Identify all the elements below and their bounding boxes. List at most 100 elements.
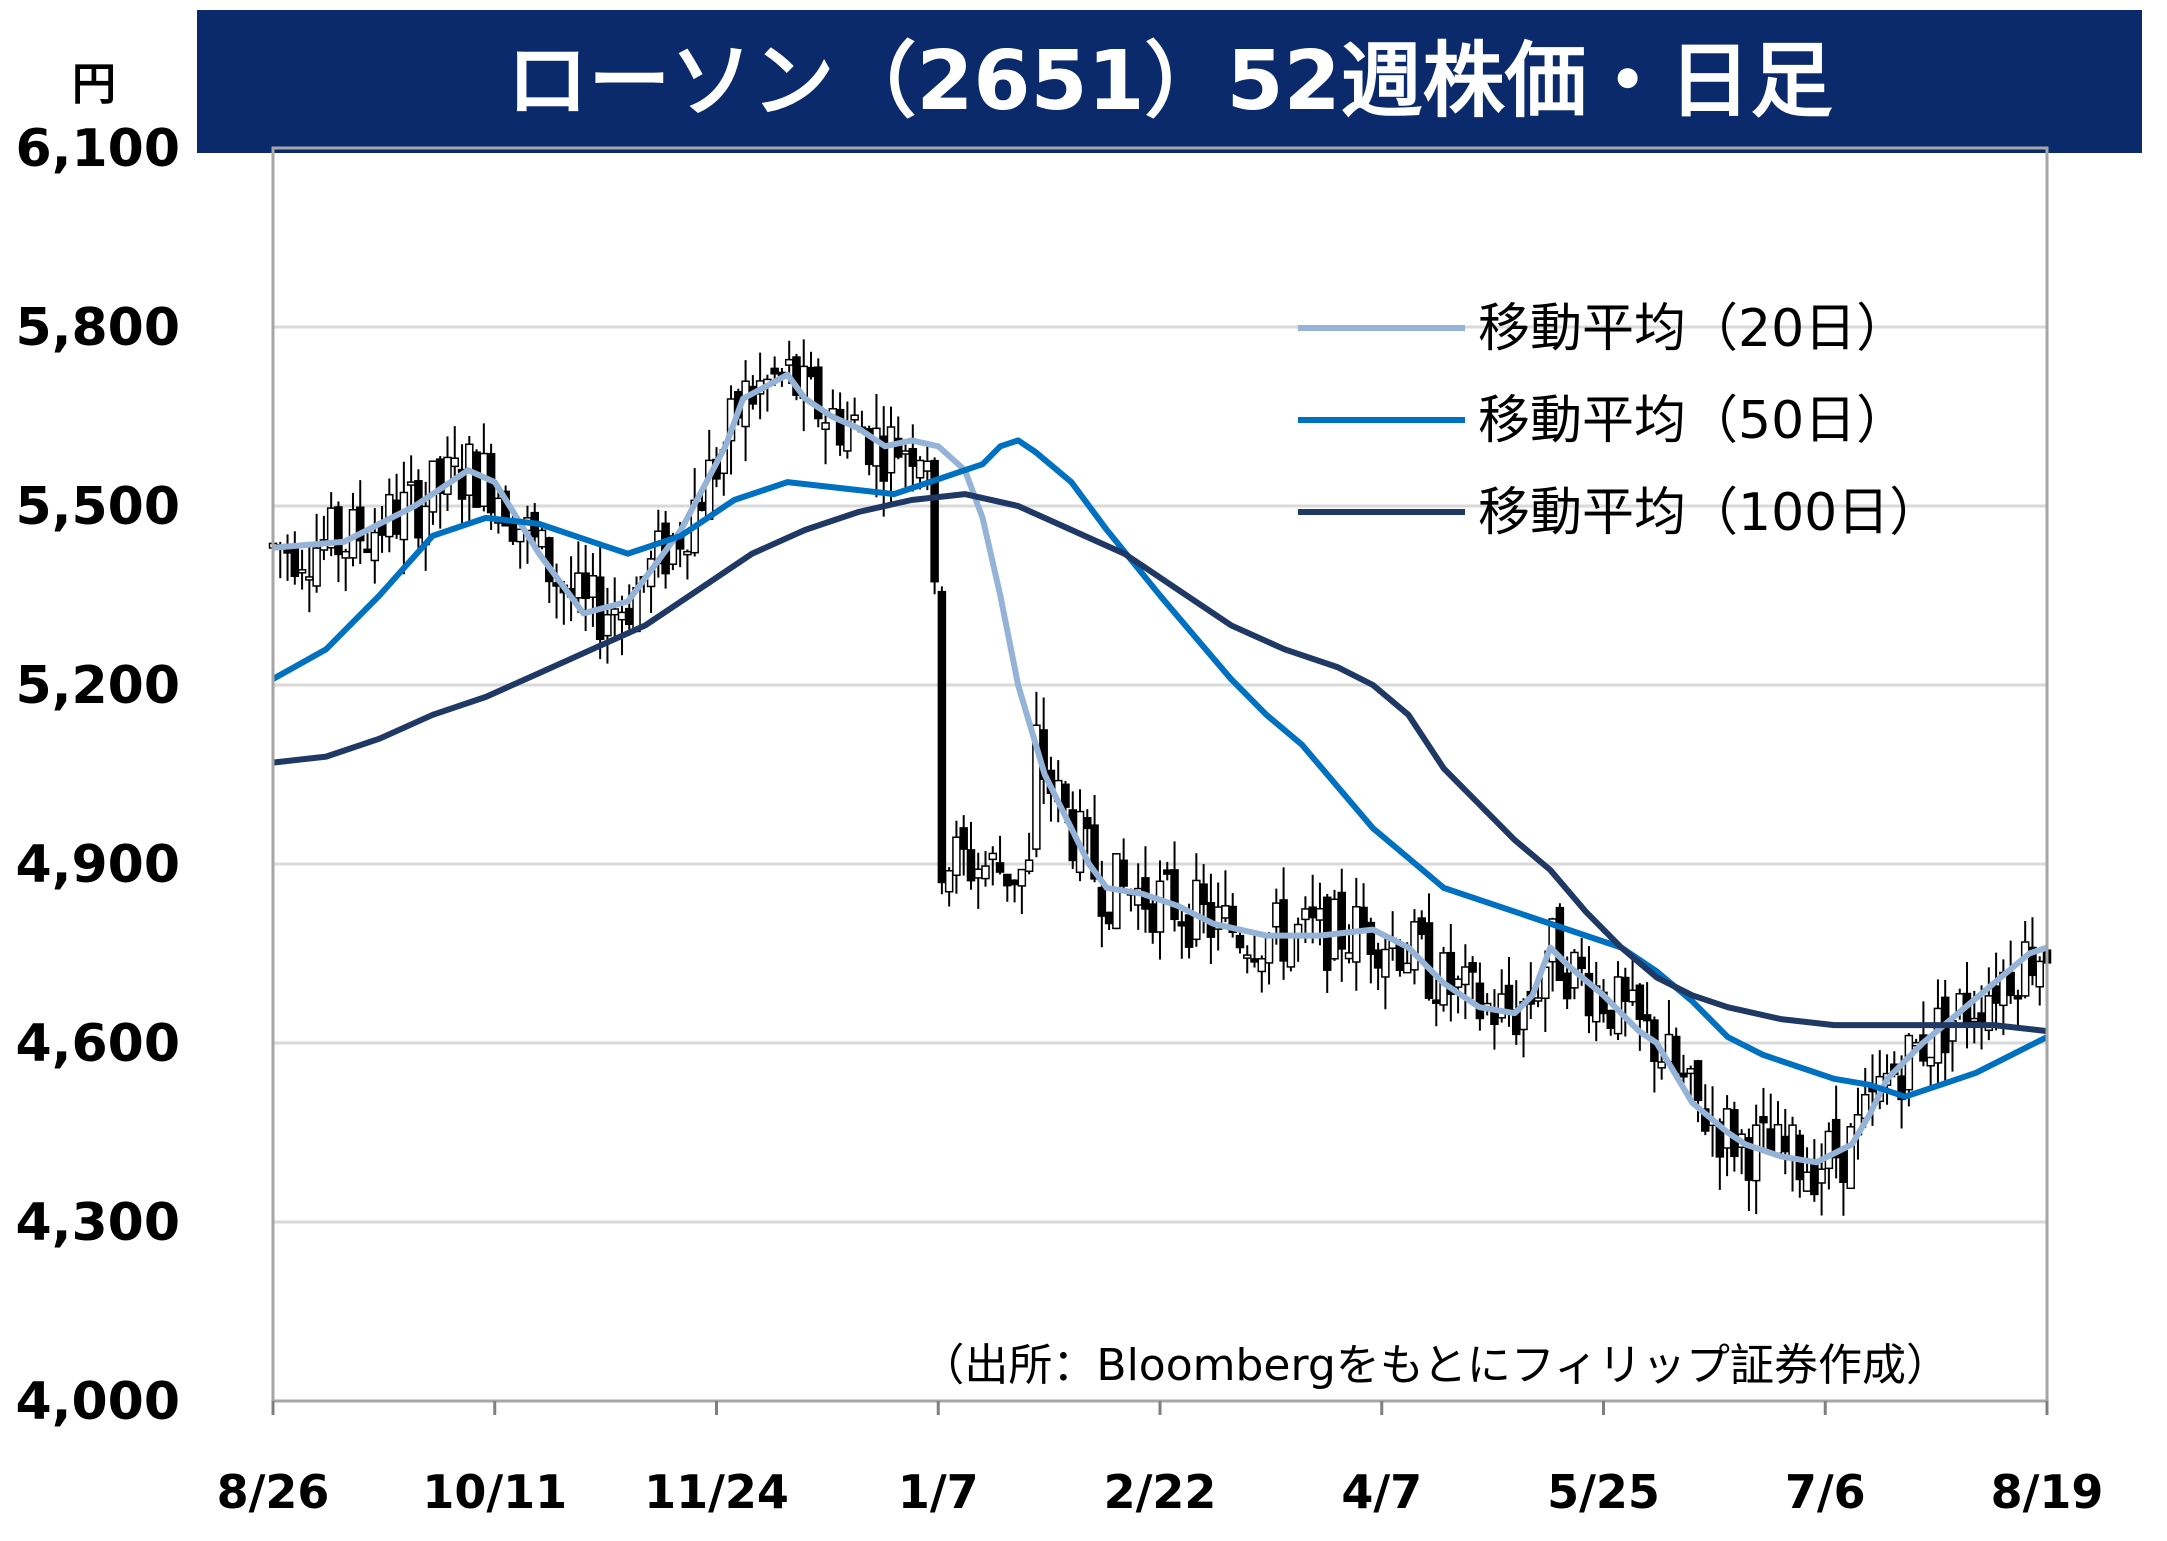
candle-body — [1381, 948, 1390, 978]
candle-body — [515, 528, 525, 543]
candle-body — [1606, 1009, 1616, 1029]
candle-body — [334, 506, 343, 556]
candle-body — [1184, 914, 1194, 948]
x-tick-label: 1/7 — [898, 1465, 979, 1519]
candle-body — [1192, 879, 1201, 941]
candle-body — [1991, 985, 2001, 1004]
candle-body — [1286, 936, 1296, 968]
candle-body — [1926, 1056, 1935, 1067]
candle-body — [966, 849, 976, 882]
candle-body — [1083, 816, 1092, 830]
candle-body — [1177, 921, 1187, 927]
candle-body — [1461, 966, 1470, 986]
candle-body — [995, 862, 1005, 873]
series-line — [272, 491, 2048, 1035]
candle-body — [1621, 976, 1630, 1002]
candle-body — [1417, 917, 1426, 936]
candle-body — [625, 607, 634, 626]
candle-body — [1250, 958, 1259, 963]
y-tick-label: 4,900 — [16, 835, 180, 895]
candle-body — [1984, 995, 1994, 1032]
candle-body — [930, 459, 939, 583]
candle-body — [312, 547, 321, 587]
candle-body — [537, 529, 547, 548]
candle-body — [1199, 883, 1208, 905]
candle-body — [1839, 1148, 1848, 1184]
candle-body — [2013, 995, 2023, 1000]
candle-body — [1119, 859, 1128, 887]
candle-body — [341, 550, 350, 559]
candle-body — [1846, 1126, 1855, 1190]
candle-body — [959, 827, 968, 850]
candle-body — [2035, 960, 2044, 988]
candle-body — [1221, 905, 1230, 919]
candle-body — [1090, 824, 1099, 880]
y-tick-label: 5,200 — [16, 656, 180, 716]
candle-body — [1504, 984, 1514, 1013]
candle-body — [508, 522, 518, 542]
candle-body — [1432, 999, 1441, 1005]
y-tick-label: 5,800 — [16, 298, 180, 358]
candle-body — [1359, 906, 1368, 929]
x-tick-label: 4/7 — [1341, 1465, 1422, 1519]
candle-body — [1555, 906, 1565, 982]
x-tick-label: 7/6 — [1785, 1465, 1866, 1519]
y-tick-label: 5,500 — [16, 477, 180, 537]
candle-body — [1970, 1017, 1979, 1023]
candle-body — [305, 576, 314, 581]
series-line — [272, 371, 2048, 1166]
candle-body — [937, 590, 947, 884]
x-tick-label: 5/25 — [1547, 1465, 1660, 1519]
candle-body — [2006, 971, 2015, 997]
candle-body — [886, 426, 896, 474]
candle-body — [1279, 899, 1288, 962]
candle-body — [1308, 906, 1317, 919]
candle-body — [1003, 873, 1012, 887]
candle-body — [1824, 1130, 1834, 1170]
candle-body — [1228, 905, 1237, 934]
candle-body — [1453, 978, 1463, 988]
candle-body — [297, 569, 307, 574]
candle-body — [1410, 921, 1419, 971]
candle-body — [697, 501, 707, 511]
candle-body — [1679, 1072, 1688, 1078]
candle-body — [1977, 1012, 1986, 1023]
candle-body — [443, 456, 452, 495]
candle-body — [1257, 958, 1267, 973]
candle-body — [1264, 934, 1274, 964]
x-tick-label: 2/22 — [1104, 1465, 1217, 1519]
candle-body — [821, 422, 830, 431]
candle-body — [988, 852, 998, 861]
x-tick-label: 8/26 — [217, 1465, 330, 1519]
candle-body — [450, 457, 460, 468]
y-tick-label: 4,300 — [16, 1193, 180, 1253]
candle-body — [814, 366, 823, 420]
candle-body — [603, 613, 612, 637]
candle-body — [1024, 859, 1034, 873]
candle-body — [355, 506, 365, 542]
candle-body — [1810, 1162, 1819, 1196]
candle-body — [1642, 1014, 1652, 1022]
candle-body — [2020, 941, 2030, 997]
y-axis-unit: 円 — [72, 59, 116, 110]
legend-label: 移動平均（50日） — [1478, 391, 1908, 451]
candle-body — [894, 437, 903, 458]
candle-body — [1577, 956, 1586, 970]
candle-body — [944, 870, 954, 893]
candle-body — [850, 414, 859, 421]
y-tick-label: 6,100 — [16, 119, 180, 179]
candle-body — [1657, 1061, 1666, 1069]
candle-body — [1628, 989, 1637, 1003]
candle-body — [1781, 1135, 1790, 1153]
candle-body — [784, 358, 794, 366]
candle-body — [1315, 908, 1325, 921]
candle-body — [1366, 921, 1376, 955]
x-tick-labels: 8/26 10/11 11/24 1/7 2/22 4/7 5/25 7/6 8/19 — [217, 1401, 2103, 1519]
candle-body — [1475, 982, 1485, 1020]
candle-body — [1032, 724, 1041, 850]
candle-body — [1766, 1128, 1775, 1154]
candle-body — [1104, 911, 1114, 925]
candle-body — [981, 865, 990, 880]
chart-title: ローソン（2651）52週株価・日足 — [506, 34, 1833, 129]
